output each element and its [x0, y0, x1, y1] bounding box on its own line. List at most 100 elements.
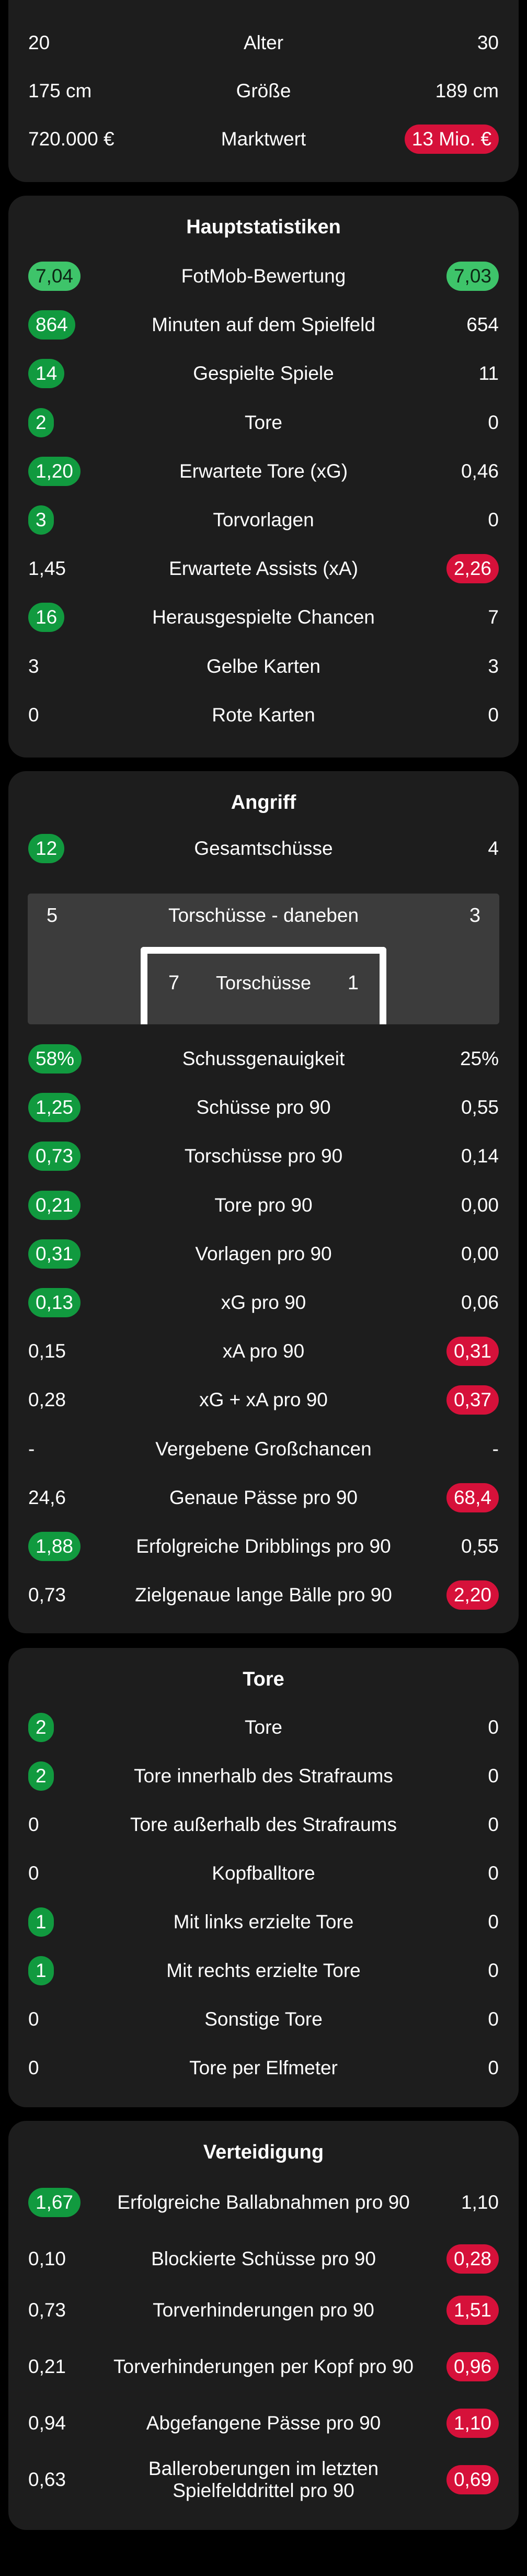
right-player-value-badge: 0,69	[446, 2465, 499, 2494]
stat-row: 3 Gelbe Karten 3	[8, 646, 519, 687]
right-player-value-badge: 2,20	[446, 1580, 499, 1610]
stat-row: 7,04 FotMob-Bewertung 7,03	[8, 255, 519, 297]
stat-label: Kopfballtore	[212, 1862, 315, 1884]
left-player-value-badge: 3	[28, 505, 54, 535]
right-player-value: 0	[488, 1716, 499, 1738]
shots-on-target-left: 7	[168, 972, 180, 994]
left-player-value: 0	[28, 2008, 39, 2030]
left-player-value-badge: 2	[28, 1713, 54, 1742]
stat-label: Erfolgreiche Dribblings pro 90	[136, 1535, 391, 1557]
left-player-value-badge: 0,13	[28, 1288, 81, 1317]
stat-row-height: 175 cm Größe 189 cm	[8, 70, 519, 112]
personal-info-card: 20 Alter 30 175 cm Größe 189 cm 720.000 …	[8, 0, 519, 182]
stat-label: Tore außerhalb des Strafraums	[130, 1814, 397, 1835]
stat-label: Blockierte Schüsse pro 90	[151, 2248, 376, 2269]
stat-row-age: 20 Alter 30	[8, 22, 519, 64]
right-player-value: 0	[488, 1765, 499, 1787]
left-player-value-badge: 14	[28, 359, 65, 389]
right-player-value-badge: 68,4	[446, 1483, 499, 1512]
stat-label: Minuten auf dem Spielfeld	[152, 314, 375, 336]
stat-label: xG + xA pro 90	[199, 1389, 328, 1411]
stat-label: Zielgenaue lange Bälle pro 90	[135, 1584, 392, 1606]
right-player-value: 654	[466, 314, 499, 336]
stat-label: Tore innerhalb des Strafraums	[134, 1765, 393, 1787]
stat-row: 3 Torvorlagen 0	[8, 499, 519, 541]
stat-label: Torschüsse pro 90	[184, 1145, 343, 1167]
left-player-value-badge: 2	[28, 408, 54, 437]
shots-off-target-right: 3	[469, 905, 480, 927]
shots-off-target-label: Torschüsse - daneben	[168, 905, 359, 926]
stat-label: Mit links erzielte Tore	[173, 1911, 354, 1933]
left-player-value: 175 cm	[28, 80, 92, 101]
stat-label: Vorlagen pro 90	[195, 1242, 332, 1264]
stat-row: 0,63 Balleroberungen im letzten Spielfeld…	[8, 2458, 519, 2501]
stat-row: 0,13 xG pro 90 0,06	[8, 1282, 519, 1324]
right-player-value-badge: 7,03	[446, 262, 499, 291]
right-player-value-badge: 1,51	[446, 2296, 499, 2325]
right-player-value-badge: 2,26	[446, 554, 499, 584]
stat-row: 1,25 Schüsse pro 90 0,55	[8, 1087, 519, 1128]
stat-row: 14 Gespielte Spiele 11	[8, 353, 519, 394]
right-player-value-badge: 0,28	[446, 2244, 499, 2274]
section-title: Hauptstatistiken	[186, 216, 341, 238]
left-player-value: 20	[28, 32, 50, 53]
stat-row: 24,6 Genaue Pässe pro 90 68,4	[8, 1477, 519, 1519]
stat-row: 0,31 Vorlagen pro 90 0,00	[8, 1233, 519, 1275]
stat-row: 1 Mit links erzielte Tore 0	[8, 1901, 519, 1943]
left-player-value-badge: 0,73	[28, 1142, 81, 1171]
left-player-value: 3	[28, 655, 39, 677]
left-player-value: 0,73	[28, 1584, 66, 1606]
left-player-value: 0,28	[28, 1389, 66, 1411]
goals-card: Tore 2 Tore 0 2 Tore innerhalb des Strafraum…	[8, 1648, 519, 2107]
stat-label: Genaue Pässe pro 90	[169, 1486, 358, 1508]
stat-row: - Vergebene Großchancen -	[8, 1428, 519, 1470]
shots-off-target-left: 5	[47, 905, 58, 927]
right-player-value: 1,10	[461, 2191, 499, 2213]
left-player-value-badge: 1	[28, 1907, 54, 1937]
left-player-value: 0	[28, 1814, 39, 1835]
right-player-value: 0	[488, 1960, 499, 1981]
stat-label: Tore pro 90	[214, 1194, 313, 1216]
stat-label: Schussgenauigkeit	[182, 1048, 345, 1069]
stat-row: 1,67 Erfolgreiche Ballabnahmen pro 90 1,10	[8, 2182, 519, 2223]
right-player-value-badge: 1,10	[446, 2409, 499, 2438]
right-player-value: 3	[488, 655, 499, 677]
stat-label: Schüsse pro 90	[196, 1097, 331, 1118]
stat-row: 1,20 Erwartete Tore (xG) 0,46	[8, 450, 519, 492]
stat-row: 2 Tore 0	[8, 402, 519, 444]
defense-card: Verteidigung 1,67 Erfolgreiche Ballabnahm…	[8, 2121, 519, 2530]
right-player-value: -	[492, 1438, 499, 1460]
left-player-value-badge: 864	[28, 310, 75, 340]
stat-label: Erwartete Assists (xA)	[169, 558, 358, 580]
stat-label: Herausgespielte Chancen	[152, 606, 375, 628]
stat-row: 0 Rote Karten 0	[8, 694, 519, 736]
stat-row: 0,15 xA pro 90 0,31	[8, 1330, 519, 1372]
left-player-value: 1,45	[28, 558, 66, 580]
shots-on-target-label: Torschüsse	[215, 972, 312, 993]
left-player-value: 0,63	[28, 2469, 66, 2490]
left-player-value: 720.000 €	[28, 128, 114, 150]
stat-label: Gelbe Karten	[206, 655, 321, 677]
stat-row: 0,21 Tore pro 90 0,00	[8, 1184, 519, 1226]
right-player-value: 0	[488, 2008, 499, 2030]
stat-label: xG pro 90	[221, 1292, 306, 1313]
right-player-value: 0	[488, 704, 499, 726]
right-player-value: 25%	[460, 1048, 499, 1069]
right-player-value-badge: 0,37	[446, 1385, 499, 1415]
right-player-value: 11	[478, 363, 499, 385]
left-player-value: -	[28, 1438, 35, 1460]
stat-label: Tore	[245, 411, 282, 433]
left-player-value: 0,94	[28, 2412, 66, 2434]
left-player-value-badge: 1,25	[28, 1093, 81, 1123]
stat-row: 16 Herausgespielte Chancen 7	[8, 596, 519, 638]
stat-row: 2 Tore innerhalb des Strafraums 0	[8, 1755, 519, 1797]
stat-row: 864 Minuten auf dem Spielfeld 654	[8, 304, 519, 346]
stat-label: xA pro 90	[222, 1340, 305, 1362]
left-player-value: 0,15	[28, 1340, 66, 1362]
stat-label: Gesamtschüsse	[194, 838, 333, 859]
right-player-value: 0	[488, 509, 499, 530]
right-player-value: 0,46	[461, 460, 499, 482]
right-player-value: 0	[488, 1862, 499, 1884]
right-player-value: 0,55	[461, 1535, 499, 1557]
